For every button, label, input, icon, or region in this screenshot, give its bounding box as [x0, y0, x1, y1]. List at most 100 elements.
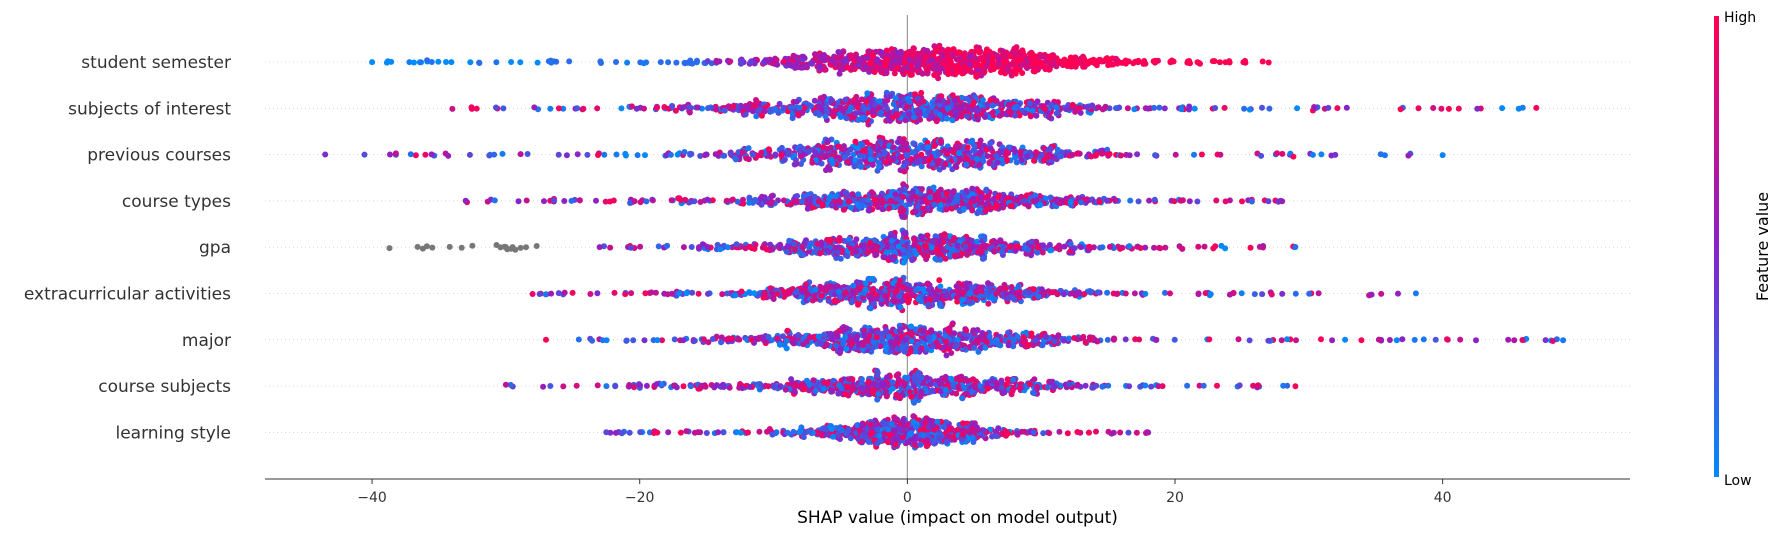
shap-point	[758, 112, 765, 119]
shap-point	[1014, 66, 1021, 73]
shap-point	[890, 155, 897, 162]
shap-point	[963, 285, 970, 292]
shap-point	[935, 192, 942, 199]
shap-point	[1105, 151, 1112, 158]
shap-point	[1047, 145, 1054, 152]
shap-point	[868, 275, 875, 282]
shap-point	[780, 105, 787, 111]
shap-point	[825, 297, 832, 304]
shap-point	[997, 237, 1004, 244]
shap-point	[901, 111, 908, 118]
shap-point	[937, 302, 944, 309]
shap-point	[697, 153, 704, 159]
shap-point	[1110, 61, 1117, 68]
shap-point	[809, 60, 815, 67]
shap-point	[964, 113, 971, 120]
shap-point	[912, 287, 919, 294]
shap-point	[799, 198, 805, 205]
shap-point	[1013, 57, 1020, 64]
shap-point	[1047, 247, 1054, 254]
shap-point	[1043, 154, 1050, 161]
shap-point	[992, 97, 999, 104]
shap-point	[729, 196, 736, 203]
shap-point	[936, 97, 943, 104]
shap-point	[767, 106, 774, 113]
shap-point	[823, 107, 830, 114]
shap-point	[989, 109, 996, 116]
shap-point	[949, 92, 956, 99]
shap-point	[369, 59, 376, 66]
shap-point	[995, 55, 1002, 62]
shap-point	[1040, 242, 1046, 249]
shap-point	[936, 45, 943, 52]
shap-point	[534, 59, 541, 66]
shap-point	[1043, 65, 1050, 72]
shap-point	[873, 251, 880, 258]
shap-point	[981, 233, 988, 240]
shap-point	[424, 57, 431, 64]
shap-point	[587, 291, 594, 297]
shap-point	[973, 55, 979, 62]
shap-point	[963, 103, 970, 109]
shap-point	[860, 66, 867, 73]
shap-point	[824, 247, 831, 254]
shap-point	[1057, 200, 1064, 207]
shap-point	[1397, 106, 1404, 113]
shap-point	[990, 66, 997, 72]
shap-point	[974, 156, 981, 162]
shap-point	[1046, 241, 1053, 248]
shap-point	[937, 283, 944, 290]
shap-point	[1015, 282, 1022, 289]
shap-point	[678, 104, 685, 111]
shap-point	[847, 245, 854, 252]
shap-point	[1012, 47, 1019, 54]
shap-point	[1083, 104, 1090, 110]
shap-point	[1012, 247, 1019, 254]
shap-point	[812, 110, 819, 117]
shap-point	[767, 57, 774, 64]
shap-point	[1072, 200, 1079, 207]
shap-point	[476, 59, 483, 66]
shap-point	[870, 190, 877, 197]
shap-point	[435, 58, 442, 65]
shap-point	[622, 152, 629, 159]
shap-point	[870, 109, 877, 116]
shap-point	[1077, 109, 1084, 116]
shap-point	[515, 198, 522, 205]
shap-point	[584, 151, 591, 158]
shap-point	[1279, 290, 1286, 297]
shap-point	[778, 144, 785, 151]
shap-point	[1093, 151, 1099, 158]
shap-point	[1393, 337, 1400, 344]
shap-point	[753, 113, 760, 120]
shap-point	[1099, 244, 1106, 251]
shap-point	[1172, 151, 1179, 158]
shap-point	[791, 161, 798, 168]
shap-point	[445, 152, 452, 159]
shap-point	[1089, 102, 1096, 109]
shap-point	[1134, 151, 1141, 158]
shap-point	[1078, 199, 1084, 206]
shap-point	[882, 159, 889, 166]
shap-point	[641, 105, 647, 112]
shap-point	[983, 187, 989, 194]
shap-point	[761, 289, 768, 296]
shap-point	[443, 59, 449, 65]
shap-point	[900, 259, 907, 266]
shap-point	[944, 105, 951, 112]
shap-point	[881, 149, 888, 156]
shap-point	[466, 151, 473, 158]
shap-point	[817, 95, 824, 102]
shap-point	[836, 61, 842, 68]
shap-point	[1368, 291, 1375, 298]
shap-point	[918, 151, 925, 158]
shap-point	[951, 330, 958, 337]
shap-point	[847, 104, 854, 111]
shap-point	[978, 72, 985, 79]
shap-point	[493, 59, 500, 66]
shap-point	[642, 152, 648, 159]
shap-point	[622, 291, 629, 298]
shap-point	[973, 73, 980, 80]
shap-point	[1024, 153, 1031, 160]
shap-point	[1033, 238, 1040, 245]
